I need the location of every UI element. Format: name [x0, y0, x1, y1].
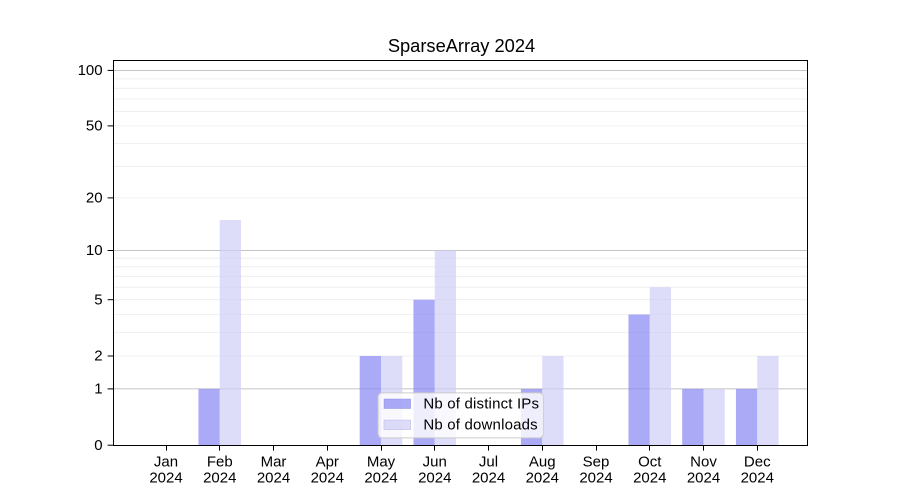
- svg-text:2024: 2024: [149, 469, 182, 486]
- svg-text:SparseArray 2024: SparseArray 2024: [388, 35, 535, 56]
- svg-text:Oct: Oct: [638, 453, 662, 470]
- svg-text:2024: 2024: [579, 469, 612, 486]
- svg-text:Apr: Apr: [316, 453, 339, 470]
- svg-text:2024: 2024: [741, 469, 774, 486]
- svg-text:2024: 2024: [418, 469, 451, 486]
- svg-text:Aug: Aug: [529, 453, 556, 470]
- svg-text:10: 10: [86, 242, 103, 259]
- svg-text:2024: 2024: [257, 469, 290, 486]
- svg-text:1: 1: [94, 381, 102, 398]
- svg-text:2024: 2024: [687, 469, 720, 486]
- svg-text:100: 100: [78, 62, 103, 79]
- svg-text:Sep: Sep: [583, 453, 610, 470]
- svg-text:2024: 2024: [203, 469, 236, 486]
- svg-text:Nb of distinct IPs: Nb of distinct IPs: [423, 396, 539, 413]
- svg-text:May: May: [367, 453, 396, 470]
- svg-text:Jan: Jan: [154, 453, 178, 470]
- svg-text:Dec: Dec: [744, 453, 771, 470]
- svg-text:2024: 2024: [311, 469, 344, 486]
- svg-text:2024: 2024: [472, 469, 505, 486]
- svg-text:20: 20: [86, 190, 103, 207]
- svg-text:0: 0: [94, 437, 102, 454]
- svg-text:2024: 2024: [633, 469, 666, 486]
- svg-text:2024: 2024: [364, 469, 397, 486]
- svg-text:Mar: Mar: [261, 453, 287, 470]
- svg-text:Feb: Feb: [207, 453, 233, 470]
- svg-text:Jul: Jul: [479, 453, 498, 470]
- svg-text:Jun: Jun: [423, 453, 447, 470]
- svg-text:Nov: Nov: [690, 453, 717, 470]
- svg-text:2024: 2024: [526, 469, 559, 486]
- svg-text:5: 5: [94, 291, 102, 308]
- svg-text:Nb of downloads: Nb of downloads: [423, 416, 537, 433]
- svg-text:50: 50: [86, 118, 103, 135]
- svg-text:2: 2: [94, 348, 102, 365]
